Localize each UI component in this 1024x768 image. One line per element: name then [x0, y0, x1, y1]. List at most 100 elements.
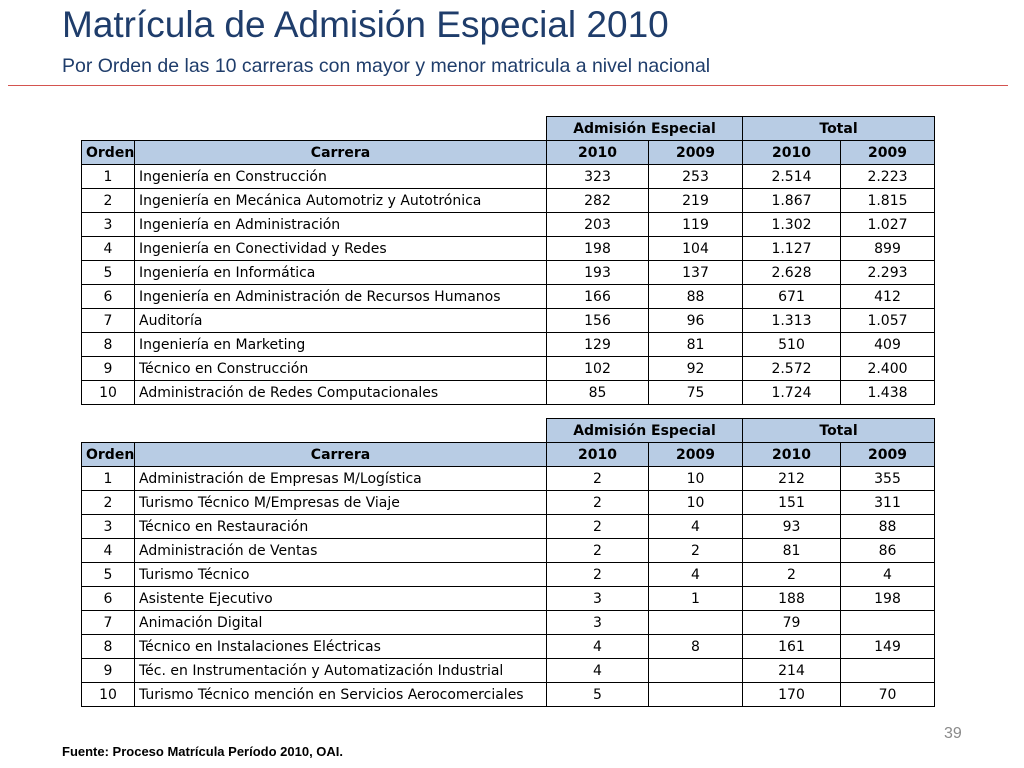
cell-total-2009: 149	[840, 634, 935, 659]
cell-orden: 3	[81, 212, 135, 237]
cell-ae-2009: 10	[648, 490, 743, 515]
cell-orden: 6	[81, 586, 135, 611]
cell-orden: 2	[81, 188, 135, 213]
column-header-ae-2010: 2010	[546, 140, 649, 165]
table-row: 8 Ingeniería en Marketing 129 81 510 409	[81, 332, 935, 357]
top-careers-table: Admisión Especial Total Orden Carrera 20…	[81, 116, 935, 405]
cell-ae-2009: 88	[648, 284, 743, 309]
cell-orden: 9	[81, 356, 135, 381]
cell-total-2010: 2.572	[742, 356, 841, 381]
column-header-orden: Orden	[81, 442, 135, 467]
cell-total-2009: 88	[840, 514, 935, 539]
cell-total-2009: 409	[840, 332, 935, 357]
cell-ae-2010: 323	[546, 164, 649, 189]
table-row: 6 Asistente Ejecutivo 3 1 188 198	[81, 586, 935, 611]
cell-carrera: Administración de Redes Computacionales	[134, 380, 547, 405]
cell-carrera: Turismo Técnico	[134, 562, 547, 587]
cell-ae-2009: 92	[648, 356, 743, 381]
column-header-total-2009: 2009	[840, 140, 935, 165]
cell-orden: 2	[81, 490, 135, 515]
cell-ae-2010: 156	[546, 308, 649, 333]
cell-orden: 1	[81, 466, 135, 491]
cell-total-2010: 79	[742, 610, 841, 635]
cell-total-2009: 1.815	[840, 188, 935, 213]
table-row: 7 Auditoría 156 96 1.313 1.057	[81, 308, 935, 333]
cell-ae-2009: 81	[648, 332, 743, 357]
cell-carrera: Ingeniería en Mecánica Automotriz y Auto…	[134, 188, 547, 213]
cell-orden: 7	[81, 610, 135, 635]
table-row: 6 Ingeniería en Administración de Recurso…	[81, 284, 935, 309]
cell-ae-2010: 198	[546, 236, 649, 261]
blank-header-cell	[82, 419, 135, 443]
cell-total-2010: 510	[742, 332, 841, 357]
cell-ae-2009: 75	[648, 380, 743, 405]
table-row: 1 Ingeniería en Construcción 323 253 2.514 2.…	[81, 164, 935, 189]
table-row: 9 Téc. en Instrumentación y Automatizació…	[81, 658, 935, 683]
cell-total-2009: 1.027	[840, 212, 935, 237]
cell-carrera: Asistente Ejecutivo	[134, 586, 547, 611]
cell-ae-2010: 166	[546, 284, 649, 309]
cell-orden: 10	[81, 380, 135, 405]
table-row: 9 Técnico en Construcción 102 92 2.572 2.400	[81, 356, 935, 381]
group-header-row: Admisión Especial Total	[82, 418, 935, 443]
cell-ae-2010: 2	[546, 538, 649, 563]
cell-ae-2010: 2	[546, 514, 649, 539]
cell-ae-2009: 1	[648, 586, 743, 611]
cell-total-2009: 70	[840, 682, 935, 707]
cell-total-2010: 1.724	[742, 380, 841, 405]
cell-total-2010: 2	[742, 562, 841, 587]
table-row: 5 Turismo Técnico 2 4 2 4	[81, 562, 935, 587]
cell-carrera: Turismo Técnico mención en Servicios Aer…	[134, 682, 547, 707]
cell-ae-2010: 129	[546, 332, 649, 357]
cell-ae-2010: 282	[546, 188, 649, 213]
column-header-ae-2009: 2009	[648, 442, 743, 467]
cell-carrera: Ingeniería en Informática	[134, 260, 547, 285]
table-row: 5 Ingeniería en Informática 193 137 2.628 2.2…	[81, 260, 935, 285]
table-row: 7 Animación Digital 3 79	[81, 610, 935, 635]
cell-carrera: Técnico en Construcción	[134, 356, 547, 381]
column-header-ae-2010: 2010	[546, 442, 649, 467]
cell-ae-2009: 10	[648, 466, 743, 491]
source-note: Fuente: Proceso Matrícula Período 2010, …	[62, 744, 344, 759]
cell-ae-2010: 2	[546, 466, 649, 491]
table-row: 2 Ingeniería en Mecánica Automotriz y Aut…	[81, 188, 935, 213]
cell-total-2010: 1.127	[742, 236, 841, 261]
cell-carrera: Turismo Técnico M/Empresas de Viaje	[134, 490, 547, 515]
table-row: 4 Ingeniería en Conectividad y Redes 198 10…	[81, 236, 935, 261]
group-header-row: Admisión Especial Total	[82, 116, 935, 141]
column-header-carrera: Carrera	[134, 442, 547, 467]
column-header-orden: Orden	[81, 140, 135, 165]
cell-ae-2010: 3	[546, 610, 649, 635]
cell-ae-2009: 137	[648, 260, 743, 285]
cell-total-2009: 4	[840, 562, 935, 587]
cell-ae-2010: 4	[546, 634, 649, 659]
cell-carrera: Ingeniería en Construcción	[134, 164, 547, 189]
cell-carrera: Auditoría	[134, 308, 547, 333]
table-row: 8 Técnico en Instalaciones Eléctricas 4 8 16…	[81, 634, 935, 659]
cell-ae-2009: 119	[648, 212, 743, 237]
cell-ae-2009: 4	[648, 562, 743, 587]
column-header-total-2009: 2009	[840, 442, 935, 467]
cell-orden: 8	[81, 332, 135, 357]
cell-ae-2010: 3	[546, 586, 649, 611]
cell-ae-2010: 5	[546, 682, 649, 707]
table-row: 1 Administración de Empresas M/Logística 2…	[81, 466, 935, 491]
cell-orden: 1	[81, 164, 135, 189]
cell-total-2010: 1.313	[742, 308, 841, 333]
cell-ae-2009: 253	[648, 164, 743, 189]
cell-orden: 8	[81, 634, 135, 659]
table-row: 4 Administración de Ventas 2 2 81 86	[81, 538, 935, 563]
cell-total-2009: 2.223	[840, 164, 935, 189]
cell-ae-2009: 2	[648, 538, 743, 563]
column-header-total-2010: 2010	[742, 442, 841, 467]
cell-total-2010: 212	[742, 466, 841, 491]
table-row: 2 Turismo Técnico M/Empresas de Viaje 2 10 1…	[81, 490, 935, 515]
table-row: 10 Turismo Técnico mención en Servicios A…	[81, 682, 935, 707]
page-subtitle: Por Orden de las 10 carreras con mayor y…	[62, 55, 711, 77]
cell-ae-2009: 219	[648, 188, 743, 213]
cell-carrera: Ingeniería en Administración	[134, 212, 547, 237]
bottom-careers-table: Admisión Especial Total Orden Carrera 20…	[81, 418, 935, 707]
cell-carrera: Téc. en Instrumentación y Automatización…	[134, 658, 547, 683]
cell-ae-2010: 2	[546, 490, 649, 515]
cell-total-2009: 86	[840, 538, 935, 563]
